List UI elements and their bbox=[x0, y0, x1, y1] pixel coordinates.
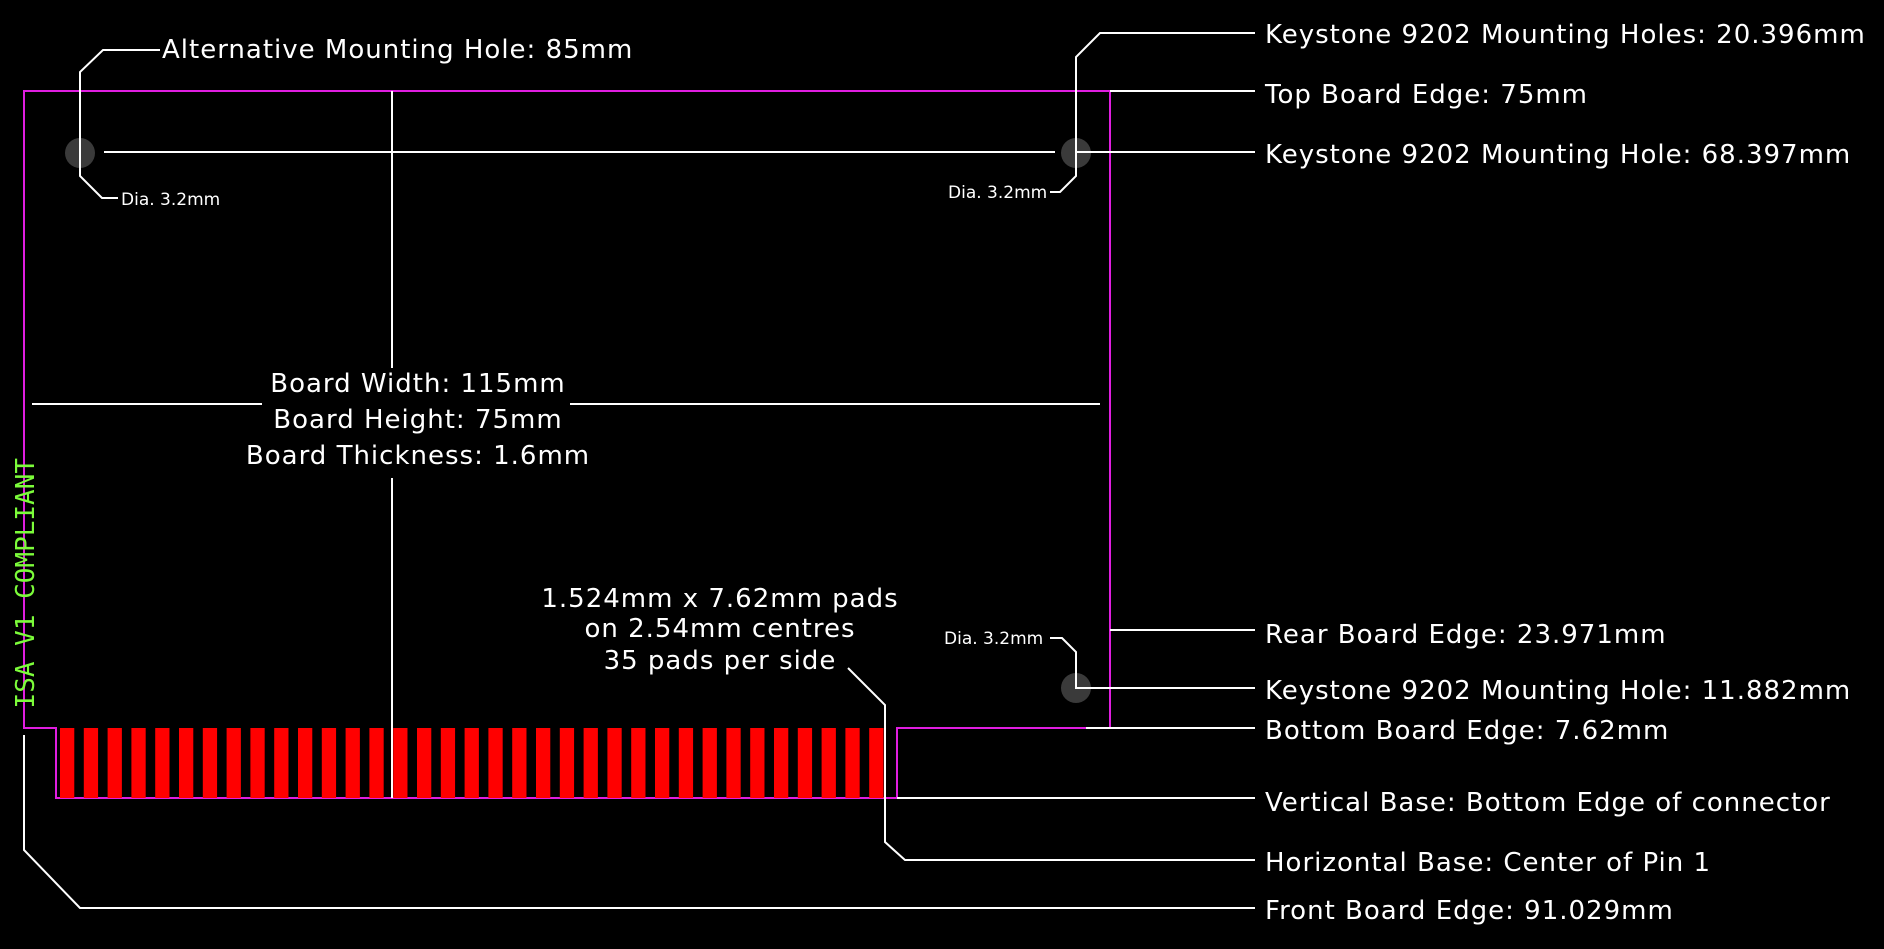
connector-pad bbox=[797, 728, 813, 798]
label-keystone-hole-11: Keystone 9202 Mounting Hole: 11.882mm bbox=[1265, 676, 1851, 706]
label-board-width: Board Width: 115mm bbox=[270, 369, 566, 399]
connector-pad bbox=[488, 728, 503, 798]
label-keystone-hole-68: Keystone 9202 Mounting Hole: 68.397mm bbox=[1265, 140, 1851, 170]
pad-note-line3: 35 pads per side bbox=[604, 646, 837, 676]
connector-pad bbox=[107, 728, 122, 798]
connector-pad bbox=[226, 728, 241, 798]
connector-pad bbox=[131, 728, 146, 798]
leader-keystone-hole-11 bbox=[1050, 637, 1255, 689]
connector-pad bbox=[607, 728, 622, 798]
leader-alt-mount-hole bbox=[79, 49, 160, 199]
label-dia-left: Dia. 3.2mm bbox=[121, 190, 220, 210]
connector-pad bbox=[464, 728, 479, 798]
connector-pad bbox=[750, 728, 765, 798]
label-keystone-holes: Keystone 9202 Mounting Holes: 20.396mm bbox=[1265, 20, 1866, 50]
connector-pad bbox=[512, 728, 527, 798]
label-dia-right-top: Dia. 3.2mm bbox=[948, 183, 1047, 203]
leader-horizontal-base bbox=[847, 667, 1255, 861]
leader-front-edge bbox=[23, 735, 1255, 909]
connector-pad bbox=[559, 728, 575, 798]
connector-pad bbox=[321, 728, 337, 798]
label-board-thickness: Board Thickness: 1.6mm bbox=[246, 441, 590, 471]
connector-pad bbox=[202, 728, 218, 798]
connector-pad bbox=[821, 728, 836, 798]
connector-pad bbox=[417, 728, 432, 798]
connector-pad bbox=[655, 728, 670, 798]
connector-pad bbox=[60, 728, 75, 798]
connector-pad bbox=[631, 728, 646, 798]
connector-pad bbox=[83, 728, 99, 798]
label-board-height: Board Height: 75mm bbox=[273, 405, 562, 435]
label-alt-mount-hole: Alternative Mounting Hole: 85mm bbox=[162, 35, 633, 65]
connector-pad bbox=[869, 728, 884, 798]
isa-compliant-text: ISA V1 COMPLIANT bbox=[11, 458, 41, 709]
connector-pad bbox=[583, 728, 598, 798]
connector-pad bbox=[369, 728, 384, 798]
connector-pad bbox=[250, 728, 265, 798]
connector-pad bbox=[298, 728, 313, 798]
pad-note-line2: on 2.54mm centres bbox=[584, 614, 855, 644]
connector-pad bbox=[678, 728, 694, 798]
edge-connector-pads bbox=[60, 728, 884, 798]
leader-keystone-holes bbox=[1050, 32, 1255, 193]
pad-note-line1: 1.524mm x 7.62mm pads bbox=[541, 584, 898, 614]
connector-pad bbox=[155, 728, 170, 798]
label-rear-edge: Rear Board Edge: 23.971mm bbox=[1265, 620, 1667, 650]
label-front-edge: Front Board Edge: 91.029mm bbox=[1265, 896, 1674, 926]
connector-pad bbox=[440, 728, 456, 798]
connector-pad bbox=[774, 728, 789, 798]
label-bottom-edge: Bottom Board Edge: 7.62mm bbox=[1265, 716, 1669, 746]
connector-pad bbox=[702, 728, 717, 798]
connector-pad bbox=[345, 728, 360, 798]
connector-pad bbox=[274, 728, 289, 798]
label-horizontal-base: Horizontal Base: Center of Pin 1 bbox=[1265, 848, 1711, 878]
connector-pad bbox=[845, 728, 860, 798]
connector-pad bbox=[393, 728, 408, 798]
label-top-edge: Top Board Edge: 75mm bbox=[1264, 80, 1588, 110]
label-vertical-base: Vertical Base: Bottom Edge of connector bbox=[1265, 788, 1831, 818]
connector-pad bbox=[726, 728, 741, 798]
connector-pad bbox=[536, 728, 551, 798]
connector-pad bbox=[179, 728, 194, 798]
label-dia-right-bottom: Dia. 3.2mm bbox=[944, 629, 1043, 649]
